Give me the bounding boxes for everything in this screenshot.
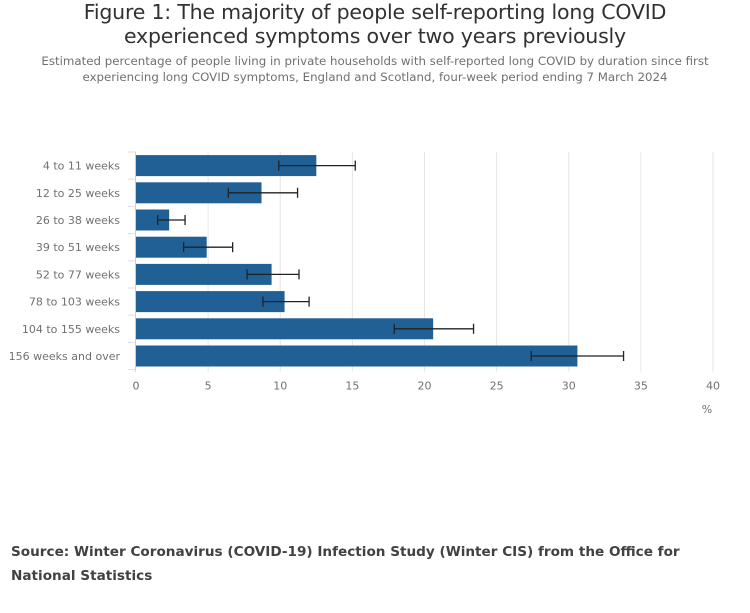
category-label: 78 to 103 weeks: [29, 296, 120, 309]
category-label: 39 to 51 weeks: [36, 241, 120, 254]
error-bars: [156, 160, 625, 361]
category-labels: 4 to 11 weeks 12 to 25 weeks 26 to 38 week…: [9, 160, 121, 363]
source-note: Source: Winter Coronavirus (COVID-19) In…: [11, 544, 680, 584]
x-tick-label: 5: [205, 380, 212, 393]
x-tick-label: 15: [345, 380, 359, 393]
category-label: 12 to 25 weeks: [36, 187, 120, 200]
bar: [136, 209, 170, 231]
category-label: 26 to 38 weeks: [36, 214, 120, 227]
bar: [136, 291, 285, 313]
category-label: 4 to 11 weeks: [43, 160, 120, 173]
bar: [136, 236, 207, 258]
y-axis: [128, 151, 136, 372]
chart-title: Figure 1: The majority of people self-re…: [83, 0, 667, 48]
x-tick-label: 10: [273, 380, 287, 393]
x-tick-label: 20: [418, 380, 432, 393]
x-tick-label: 30: [562, 380, 576, 393]
category-label: 52 to 77 weeks: [36, 268, 120, 281]
bar: [136, 345, 578, 367]
bar: [136, 155, 317, 177]
x-axis-label: %: [702, 403, 712, 416]
x-tick-label: 0: [133, 380, 140, 393]
x-tick-labels: 0 5 10 15 20 25 30 35 40: [133, 380, 721, 393]
bar: [136, 263, 272, 285]
category-label: 104 to 155 weeks: [22, 323, 120, 336]
bars: [136, 155, 578, 367]
category-label: 156 weeks and over: [9, 350, 121, 363]
x-tick-label: 40: [706, 380, 720, 393]
x-tick-label: 25: [490, 380, 504, 393]
chart-subtitle: Estimated percentage of people living in…: [41, 54, 709, 84]
x-tick-label: 35: [634, 380, 648, 393]
bar: [136, 318, 434, 340]
bar: [136, 182, 262, 204]
